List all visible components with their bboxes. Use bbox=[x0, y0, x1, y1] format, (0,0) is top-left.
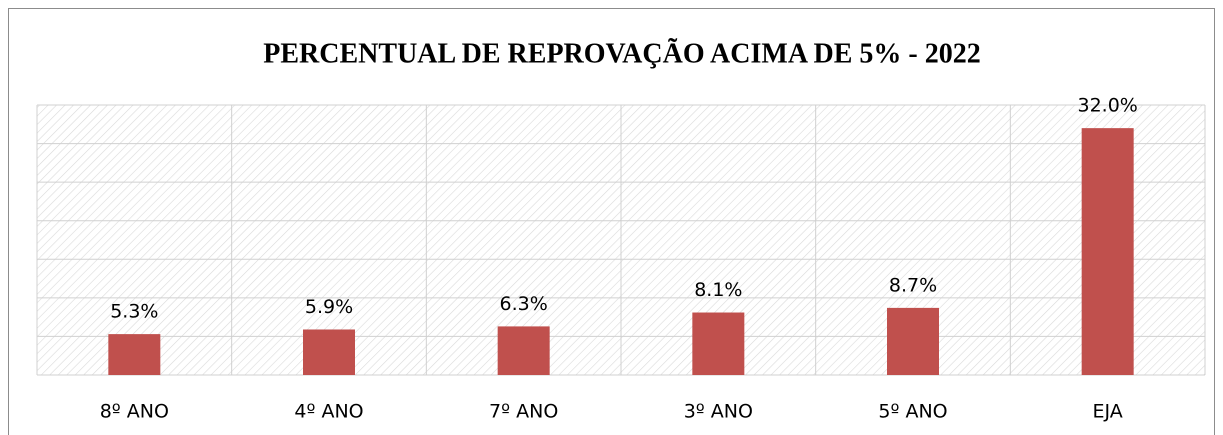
bar bbox=[692, 312, 745, 375]
x-tick-label: EJA bbox=[1093, 401, 1123, 423]
data-label: 5.3% bbox=[110, 301, 158, 323]
x-tick-label: 7º ANO bbox=[489, 401, 558, 423]
x-tick-label: 4º ANO bbox=[294, 401, 363, 423]
bar bbox=[497, 326, 550, 375]
x-tick-label: 8º ANO bbox=[100, 401, 169, 423]
bar bbox=[303, 329, 355, 375]
bar bbox=[1081, 128, 1134, 375]
data-label: 6.3% bbox=[500, 293, 548, 315]
chart-title: PERCENTUAL DE REPROVAÇÃO ACIMA DE 5% - 2… bbox=[263, 38, 980, 69]
data-label: 5.9% bbox=[305, 296, 353, 318]
data-label: 8.7% bbox=[889, 274, 937, 296]
bar bbox=[887, 307, 939, 375]
bar bbox=[108, 334, 161, 375]
data-label: 32.0% bbox=[1077, 95, 1137, 117]
x-tick-label: 5º ANO bbox=[878, 401, 947, 423]
x-tick-label: 3º ANO bbox=[684, 401, 753, 423]
data-label: 8.1% bbox=[694, 279, 742, 301]
